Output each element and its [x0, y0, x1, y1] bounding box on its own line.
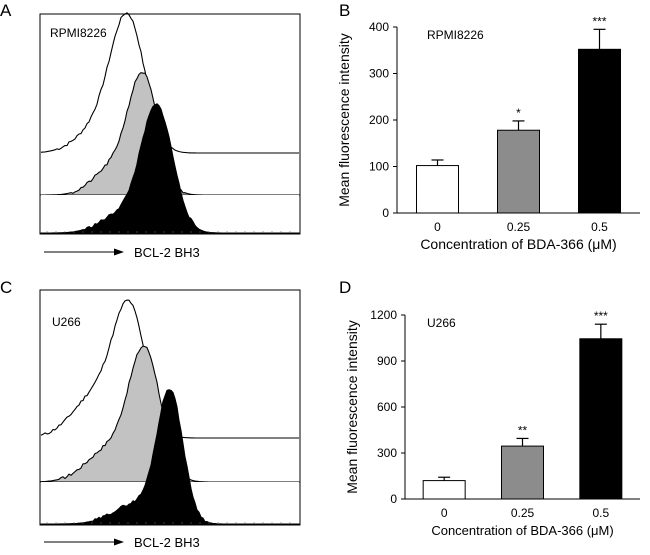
- x-tick-label: 0.25: [507, 220, 531, 234]
- bar-chart-b-cell-line: RPMI8226: [427, 28, 484, 42]
- histogram-c-xlabel: BCL-2 BH3: [134, 535, 200, 550]
- bar: [497, 129, 540, 214]
- x-tick-label: 0.5: [592, 506, 609, 520]
- panel-label-d: D: [339, 278, 351, 297]
- y-tick-label: 1200: [370, 308, 397, 322]
- x-axis-title: Concentration of BDA-366 (μM): [420, 236, 616, 252]
- bar: [501, 445, 544, 500]
- y-tick-label: 0: [390, 492, 397, 506]
- significance-label: **: [518, 423, 528, 437]
- panel-label-a: A: [0, 1, 12, 20]
- bar: [416, 165, 459, 214]
- bar: [579, 338, 623, 500]
- y-tick-label: 400: [369, 20, 389, 34]
- bar: [422, 480, 466, 500]
- histogram-c: U266: [39, 289, 301, 526]
- histogram-a-axis-arrow: [44, 248, 124, 256]
- histogram-c-cell-line: U266: [52, 315, 81, 329]
- histogram-a-frame: [39, 13, 301, 235]
- histogram-a-cell-line: RPMI8226: [50, 26, 107, 40]
- bar-chart-d: 0 300 600 900 1200 0 ** 0.25 *** 0.5 Concentration…: [344, 308, 640, 538]
- y-tick-label: 200: [369, 113, 389, 127]
- panel-label-c: C: [0, 278, 12, 297]
- y-axis-title: Mean fluorescence intensity: [336, 33, 352, 207]
- panel-label-b: B: [339, 1, 350, 20]
- x-tick-label: 0: [441, 506, 448, 520]
- x-axis-title: Concentration of BDA-366 (μM): [431, 523, 613, 538]
- x-tick-label: 0.5: [591, 220, 608, 234]
- significance-label: ***: [592, 14, 606, 28]
- histogram-c-frame: [39, 289, 301, 526]
- bar: [578, 48, 621, 214]
- y-tick-label: 300: [369, 67, 389, 81]
- significance-label: *: [516, 106, 521, 120]
- y-tick-label: 300: [377, 446, 397, 460]
- histogram-trace-0-5uM: [40, 389, 300, 525]
- bar-chart-b: 0 100 200 300 400 0 * 0.25 *** 0.5 Concentration o…: [336, 14, 640, 252]
- bar-chart-d-cell-line: U266: [427, 316, 456, 330]
- histogram-a-xlabel: BCL-2 BH3: [134, 245, 200, 260]
- histogram-c-axis-arrow: [44, 538, 124, 546]
- y-tick-label: 100: [369, 160, 389, 174]
- histogram-trace-0-5uM: [40, 103, 300, 234]
- y-tick-label: 600: [377, 400, 397, 414]
- x-tick-label: 0.25: [511, 506, 535, 520]
- histogram-a: RPMI8226: [39, 12, 301, 235]
- x-tick-label: 0: [434, 220, 441, 234]
- y-tick-label: 900: [377, 354, 397, 368]
- y-tick-label: 0: [382, 206, 389, 220]
- significance-label: ***: [594, 309, 608, 323]
- y-axis-title: Mean fluorescence intensity: [344, 320, 360, 494]
